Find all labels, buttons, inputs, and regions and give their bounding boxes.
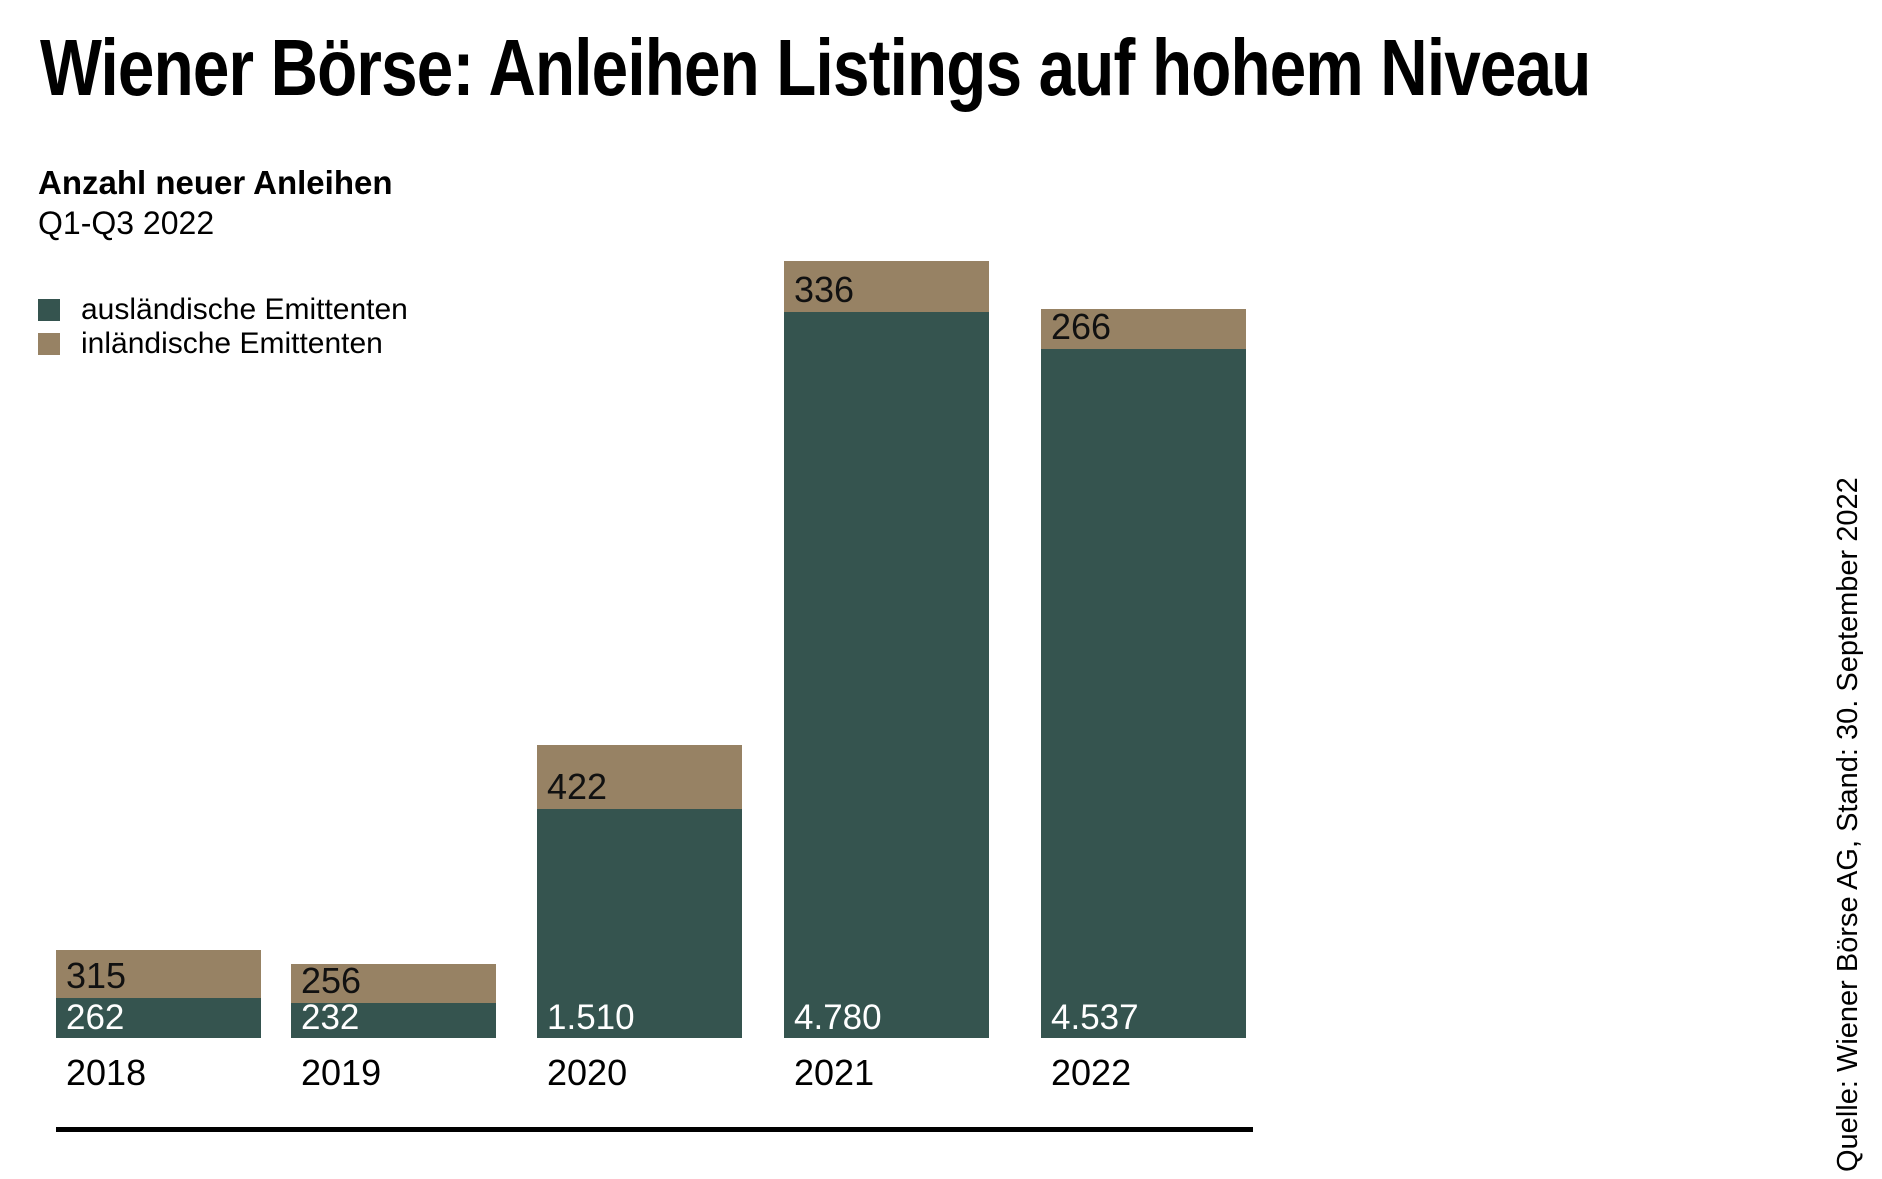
legend-swatch-domestic-issuers-icon (38, 333, 60, 355)
bar-2021-segment-domestic: 336 (784, 261, 989, 312)
bar-2020: 422 1.510 (537, 745, 742, 1038)
legend-label-domestic-issuers: inländische Emittenten (81, 327, 383, 360)
bar-2022-segment-foreign-value-label: 4.537 (1051, 998, 1139, 1037)
x-axis-label-2022: 2022 (1051, 1052, 1132, 1093)
bar-2018: 315 262 (56, 950, 261, 1038)
bar-2019-segment-foreign: 232 (291, 998, 496, 1038)
bar-2022-segment-domestic: 266 (1041, 309, 1246, 349)
legend-item-foreign-issuers: ausländische Emittenten (38, 293, 408, 327)
bar-2021-segment-domestic-value-label: 336 (794, 269, 855, 310)
bar-2019-segment-domestic: 256 (291, 960, 496, 1003)
bar-2019: 256 232 (291, 960, 496, 1038)
bar-2018-segment-foreign-value-label: 262 (66, 998, 125, 1037)
bar-2019-segment-foreign-value-label: 232 (301, 998, 360, 1037)
bar-2020-segment-foreign-value-label: 1.510 (547, 998, 635, 1037)
bar-2018-segment-foreign: 262 (56, 998, 261, 1038)
bar-2020-segment-foreign: 1.510 (537, 809, 742, 1038)
bar-2022-segment-foreign: 4.537 (1041, 349, 1246, 1038)
legend-swatch-foreign-issuers-icon (38, 299, 60, 321)
legend-item-domestic-issuers: inländische Emittenten (38, 327, 408, 361)
bar-2021: 336 4.780 (784, 261, 989, 1038)
chart-title: Wiener Börse: Anleihen Listings auf hohe… (40, 23, 1591, 112)
x-axis-line (56, 1127, 1253, 1132)
bar-2018-segment-domestic-value-label: 315 (66, 955, 127, 996)
bar-2018-segment-domestic: 315 (56, 950, 261, 998)
bar-2021-segment-foreign: 4.780 (784, 312, 989, 1038)
legend: ausländische Emittenten inländische Emit… (38, 293, 408, 361)
bar-2020-segment-domestic-value-label: 422 (547, 766, 608, 807)
legend-label-foreign-issuers: ausländische Emittenten (81, 293, 408, 326)
bar-2022-segment-domestic-value-label: 266 (1051, 306, 1112, 347)
bar-2019-segment-domestic-value-label: 256 (301, 960, 362, 1001)
chart-subtitle: Anzahl neuer Anleihen (38, 164, 393, 201)
chart-period: Q1-Q3 2022 (38, 205, 215, 241)
bar-2020-segment-domestic: 422 (537, 745, 742, 809)
source-note: Quelle: Wiener Börse AG, Stand: 30. Sept… (1832, 477, 1864, 1172)
bar-2021-segment-foreign-value-label: 4.780 (794, 998, 882, 1037)
x-axis-label-2019: 2019 (301, 1052, 382, 1093)
x-axis-label-2020: 2020 (547, 1052, 628, 1093)
x-axis-label-2021: 2021 (794, 1052, 875, 1093)
x-axis-label-2018: 2018 (66, 1052, 147, 1093)
bar-2022: 266 4.537 (1041, 309, 1246, 1038)
